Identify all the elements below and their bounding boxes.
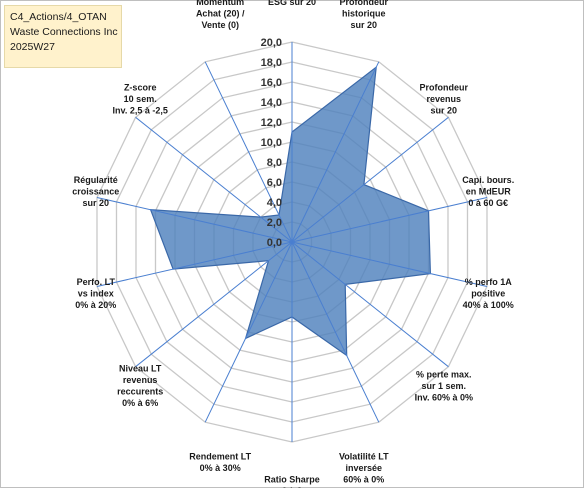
axis-label: Niveau LT revenus reccurents 0% à 6% <box>117 364 163 409</box>
axis-label-line: inversée <box>346 463 383 473</box>
radar-spoke <box>96 197 293 243</box>
axis-label-line: vs index <box>78 289 114 299</box>
tick-label: 2,0 <box>267 217 282 229</box>
axis-label-line: Ratio Sharpe <box>264 474 320 484</box>
axis-label-line: Profondeur <box>340 0 389 7</box>
axis-label: Momentum Achat (20) / Vente (0) <box>196 0 245 30</box>
axis-label-line: Rendement LT <box>189 452 251 462</box>
axis-label-line: Régularité <box>74 175 118 185</box>
axis-label-line: Momentum <box>196 0 244 7</box>
axis-label-line: Achat (20) / <box>196 8 245 18</box>
axis-label: % perte max. sur 1 sem. Inv. 60% à 0% <box>415 369 473 402</box>
axis-label-line: Niveau LT <box>119 364 162 374</box>
tick-label: 0,0 <box>267 237 282 249</box>
chart-title-box: C4_Actions/4_OTAN Waste Connections Inc … <box>4 5 122 68</box>
axis-label-line: % perfo 1A <box>465 277 513 287</box>
radar-spokes <box>96 42 488 442</box>
axis-label-line: en MdEUR <box>466 186 512 196</box>
axis-label: Capi. bours. en MdEUR 0 à 60 G€ <box>462 175 514 208</box>
axis-label-line: 0% à 6% <box>122 398 158 408</box>
axis-label-line: 0 à 2 <box>282 486 302 488</box>
axis-label-line: revenus <box>427 94 462 104</box>
tick-label: 20,0 <box>261 37 282 49</box>
axis-label-line: positive <box>471 289 505 299</box>
axis-label-line: 40% à 100% <box>463 300 514 310</box>
axis-label: Volatilité LT inversée 60% à 0% <box>339 452 389 485</box>
axis-label-line: Z-score <box>124 83 157 93</box>
radar-spoke <box>204 241 293 423</box>
axis-label: Z-score 10 sem. Inv. 2,5 à -2,5 <box>113 83 168 116</box>
axis-label-line: 0 à 60 G€ <box>468 198 508 208</box>
radar-spoke <box>291 241 449 368</box>
tick-label: 18,0 <box>261 57 282 69</box>
axis-label-line: reccurents <box>117 387 163 397</box>
tick-label: 4,0 <box>267 197 282 209</box>
radar-spoke <box>204 61 293 243</box>
tick-label: 14,0 <box>261 97 282 109</box>
axis-label-line: Inv. 2,5 à -2,5 <box>113 106 168 116</box>
axis-label-line: Profondeur <box>420 83 469 93</box>
radar-spoke <box>291 197 488 243</box>
axis-label-line: sur 20 <box>83 198 110 208</box>
axis-label: Régularité croissance sur 20 <box>72 175 119 208</box>
axis-label-line: sur 20 <box>351 20 378 30</box>
tick-label: 8,0 <box>267 157 282 169</box>
tick-label: 6,0 <box>267 177 282 189</box>
axis-label-line: Inv. 60% à 0% <box>415 392 473 402</box>
axis-label-line: 0% à 20% <box>75 300 116 310</box>
tick-label: 16,0 <box>261 77 282 89</box>
axis-label-line: Vente (0) <box>201 20 239 30</box>
axis-label: Profondeur historique sur 20 <box>340 0 389 30</box>
axis-label-line: 60% à 0% <box>343 475 384 485</box>
axis-label-line: sur 1 sem. <box>422 381 467 391</box>
axis-label-line: sur 20 <box>431 106 458 116</box>
title-line: Waste Connections Inc <box>10 26 118 38</box>
axis-label-line: ESG sur 20 <box>268 0 316 7</box>
radar-spoke <box>291 116 449 243</box>
radar-tick-labels: 0,0 2,0 4,0 6,0 8,0 10,0 12,0 14,0 16,0 18,0 20,0 <box>261 37 282 249</box>
tick-label: 10,0 <box>261 137 282 149</box>
axis-label: Ratio Sharpe 0 à 2 <box>264 474 320 488</box>
radar-spoke <box>96 241 293 287</box>
axis-label-line: revenus <box>123 375 158 385</box>
axis-label-line: Perfo. LT <box>77 277 116 287</box>
title-line: C4_Actions/4_OTAN <box>10 11 107 23</box>
title-line: 2025W27 <box>10 41 55 53</box>
radar-spoke <box>135 116 293 243</box>
axis-label: Profondeur revenus sur 20 <box>420 83 469 116</box>
radar-spoke <box>135 241 293 368</box>
axis-label: Rendement LT 0% à 30% <box>189 452 251 474</box>
axis-label: NoteESG sur 20 <box>268 0 316 7</box>
axis-label-line: historique <box>342 8 386 18</box>
radar-spoke <box>291 241 488 287</box>
tick-label: 12,0 <box>261 117 282 129</box>
axis-label: % perfo 1A positive 40% à 100% <box>463 277 514 310</box>
axis-label: Perfo. LT vs index 0% à 20% <box>75 277 116 310</box>
axis-label-line: 0% à 30% <box>200 463 241 473</box>
axis-label-line: croissance <box>72 186 119 196</box>
radar-spoke <box>291 61 380 243</box>
radar-spoke <box>291 241 380 423</box>
axis-label-line: Volatilité LT <box>339 452 389 462</box>
axis-label-line: Capi. bours. <box>462 175 514 185</box>
axis-label-line: 10 sem. <box>124 94 157 104</box>
axis-label-line: % perte max. <box>416 369 472 379</box>
